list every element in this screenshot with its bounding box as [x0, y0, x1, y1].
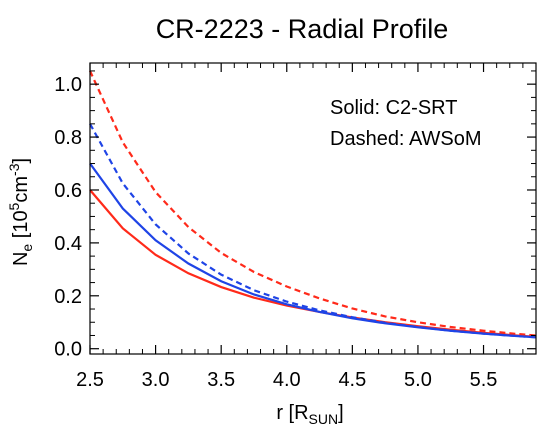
- y-tick-label: 0.6: [54, 180, 82, 202]
- plot-area: 2.5 3.0 3.5 4.0 4.5 5.0 5.5 0.0 0.2 0.4 0.6 0.8 1.0: [54, 62, 537, 391]
- chart-annotations: Solid: C2-SRT Dashed: AWSoM: [330, 97, 482, 150]
- annotation-line: Solid: C2-SRT: [330, 97, 457, 119]
- y-tick-label: 0.2: [54, 286, 82, 308]
- x-tick-label: 4.0: [273, 369, 301, 391]
- chart-title: CR-2223 - Radial Profile: [156, 14, 449, 44]
- y-tick-label: 0.0: [54, 339, 82, 361]
- x-tick-label: 3.5: [207, 369, 235, 391]
- x-tick-label: 5.0: [404, 369, 432, 391]
- x-tick-label: 4.5: [338, 369, 366, 391]
- x-tick-label: 3.0: [142, 369, 170, 391]
- y-axis-label: Ne [105cm-3]: [6, 158, 35, 266]
- y-tick-label: 0.8: [54, 127, 82, 149]
- x-axis-label: r [RSUN]: [276, 402, 343, 427]
- x-tick-label: 5.5: [470, 369, 498, 391]
- series-line-dashed-3: [89, 123, 537, 339]
- x-tick-label: 2.5: [76, 369, 104, 391]
- y-tick-label: 1.0: [54, 74, 82, 96]
- y-tick-label: 0.4: [54, 233, 82, 255]
- annotation-line: Dashed: AWSoM: [330, 128, 482, 150]
- series-line-dashed-2: [89, 70, 537, 337]
- series-line-solid-1: [89, 162, 537, 339]
- series-line-solid-0: [89, 189, 537, 338]
